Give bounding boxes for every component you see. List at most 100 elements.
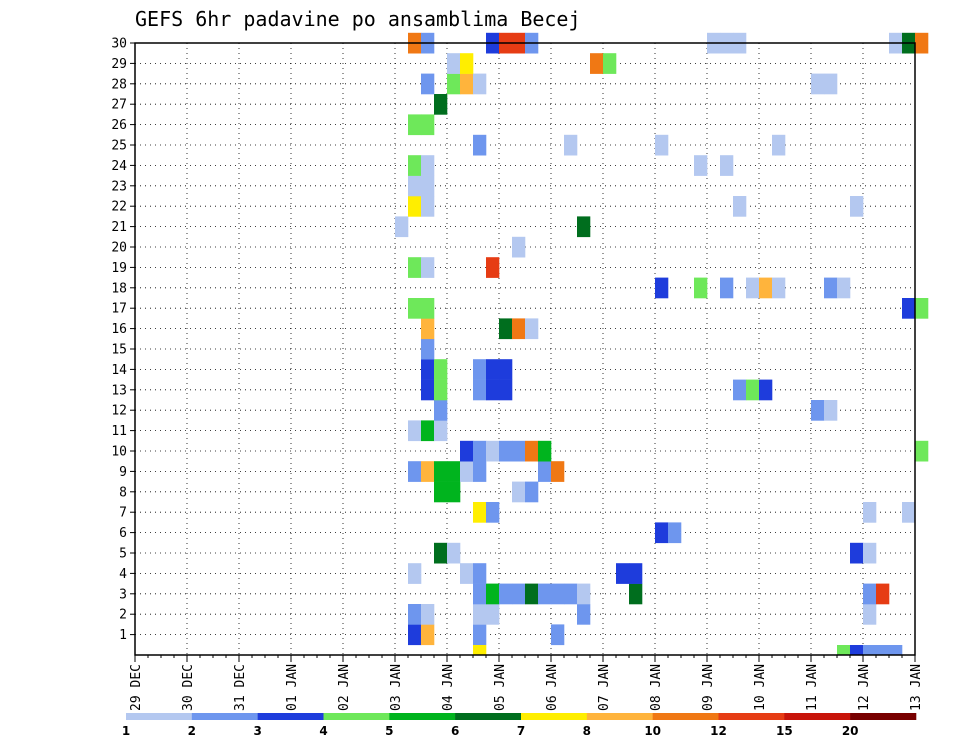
heatmap-cell	[564, 134, 578, 156]
heatmap-cell	[772, 277, 786, 299]
heatmap-cell	[746, 379, 760, 401]
heatmap-cell	[759, 277, 773, 299]
heatmap-cell	[408, 298, 422, 319]
heatmap-cell	[525, 318, 539, 340]
heatmap-cell	[512, 583, 526, 605]
heatmap-cell	[473, 502, 487, 523]
heatmap-cell	[447, 542, 461, 564]
heatmap-cell	[473, 563, 487, 584]
heatmap-cell	[486, 502, 500, 523]
heatmap-cell	[668, 522, 682, 544]
heatmap-cell	[408, 624, 422, 646]
y-tick-label: 17	[111, 302, 127, 317]
heatmap-cell	[486, 583, 500, 605]
y-tick-label: 10	[111, 445, 127, 460]
heatmap-cell	[421, 420, 435, 442]
heatmap-cell	[421, 379, 435, 401]
x-tick-label: 11 JAN	[805, 664, 820, 711]
heatmap-cell	[486, 440, 500, 462]
colorbar-swatch	[850, 713, 917, 720]
heatmap-cell	[421, 359, 435, 380]
heatmap-cell	[434, 481, 448, 503]
colorbar-label: 2	[188, 724, 196, 738]
heatmap-cell	[473, 624, 487, 646]
colorbar-label: 20	[842, 724, 859, 738]
colorbar-swatch	[455, 713, 522, 720]
heatmap-cell	[434, 542, 448, 564]
heatmap-cell	[551, 461, 565, 482]
colorbar-swatch	[784, 713, 851, 720]
y-tick-label: 15	[111, 343, 127, 358]
heatmap-cell	[577, 604, 591, 625]
heatmap-cell	[408, 604, 422, 625]
heatmap-cell	[473, 440, 487, 462]
heatmap-cell	[824, 277, 838, 299]
y-tick-label: 21	[111, 220, 127, 235]
colorbar-label: 4	[319, 724, 327, 738]
colorbar-swatch	[652, 713, 719, 720]
heatmap-cell	[408, 563, 422, 584]
heatmap-cell	[460, 563, 474, 584]
heatmap-cell	[655, 277, 669, 299]
heatmap-cell	[863, 583, 877, 605]
colorbar-label: 3	[253, 724, 261, 738]
heatmap-cell	[434, 359, 448, 380]
x-tick-label: 12 JAN	[857, 664, 872, 711]
heatmap-cell	[590, 53, 604, 74]
heatmap-cell	[421, 73, 435, 95]
y-tick-label: 26	[111, 118, 127, 133]
heatmap-cell	[408, 155, 422, 176]
heatmap-cell	[421, 604, 435, 625]
y-tick-label: 1	[119, 628, 127, 643]
heatmap-cell	[421, 196, 435, 217]
heatmap-cell	[525, 583, 539, 605]
heatmap-cell	[434, 379, 448, 401]
heatmap-cell	[512, 318, 526, 340]
y-tick-label: 2	[119, 608, 127, 623]
heatmap-cell	[421, 298, 435, 319]
heatmap-cell	[850, 542, 864, 564]
heatmap-cell	[473, 604, 487, 625]
heatmap-cell	[421, 257, 435, 278]
heatmap-cell	[486, 379, 500, 401]
heatmap-cell	[876, 645, 890, 655]
heatmap-cell	[499, 318, 513, 340]
heatmap-cell	[421, 155, 435, 176]
y-tick-label: 27	[111, 98, 127, 113]
colorbar-label: 6	[451, 724, 459, 738]
colorbar-label: 15	[776, 724, 793, 738]
grid-lines	[135, 42, 915, 655]
heatmap-cell	[421, 461, 435, 482]
colorbar-label: 7	[517, 724, 525, 738]
heatmap-cell	[408, 175, 422, 197]
heatmap-cell	[473, 134, 487, 156]
heatmap-cell	[460, 73, 474, 95]
heatmap-cell	[447, 53, 461, 74]
heatmap-cell	[824, 400, 838, 421]
y-tick-label: 3	[119, 587, 127, 602]
heatmap-cell	[694, 277, 708, 299]
heatmap-cell	[772, 134, 786, 156]
heatmap-cell	[486, 257, 500, 278]
colorbar: 1 2 3 4 5 6 7 8 10 12 15 20	[122, 713, 917, 738]
heatmap-cell	[603, 53, 617, 74]
heatmap-cell	[629, 563, 643, 584]
heatmap-cell	[512, 440, 526, 462]
heatmap-cell	[460, 461, 474, 482]
heatmap-cell	[915, 32, 929, 54]
y-tick-label: 11	[111, 424, 127, 439]
heatmap-cell	[408, 257, 422, 278]
y-tick-label: 8	[119, 485, 127, 500]
heatmap-cell	[551, 624, 565, 646]
heatmap-cell	[408, 420, 422, 442]
heatmap-cell	[473, 461, 487, 482]
heatmap-cell	[629, 583, 643, 605]
y-tick-label: 20	[111, 241, 127, 256]
heatmap-cell	[473, 359, 487, 380]
colorbar-swatch	[323, 713, 390, 720]
colorbar-swatch	[521, 713, 588, 720]
y-tick-label: 9	[119, 465, 127, 480]
y-tick-label: 23	[111, 179, 127, 194]
colorbar-label: 1	[122, 724, 130, 738]
